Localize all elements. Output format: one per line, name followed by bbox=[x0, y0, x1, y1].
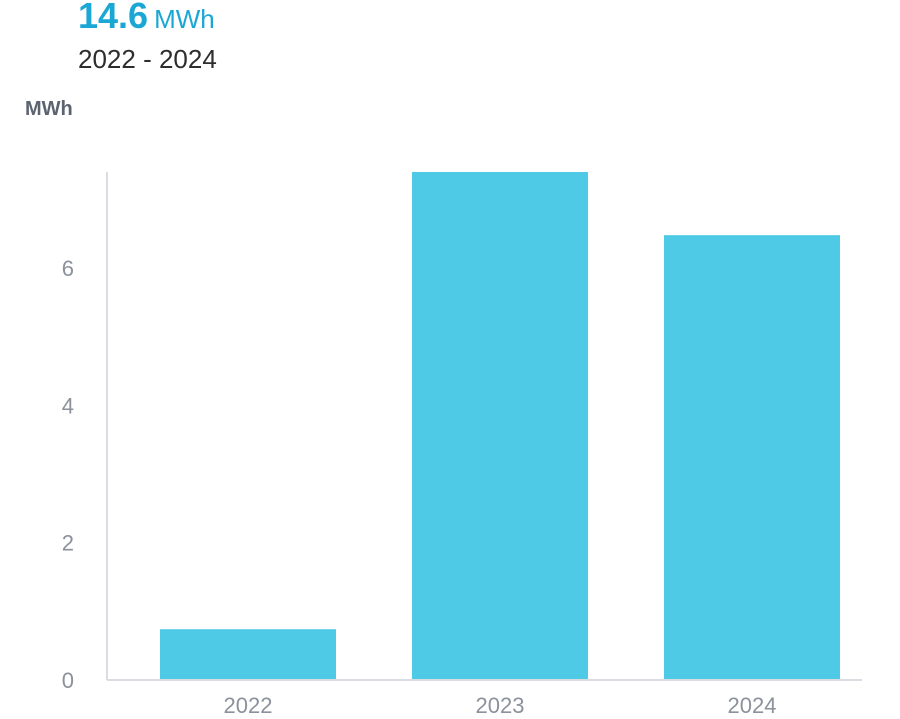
y-tick-label-2: 2 bbox=[62, 531, 74, 556]
y-tick-label-4: 4 bbox=[62, 393, 74, 418]
bar-2022 bbox=[160, 629, 336, 680]
x-tick-label-2024: 2024 bbox=[728, 693, 777, 718]
bar-2023 bbox=[412, 172, 588, 680]
period-range: 2022 - 2024 bbox=[78, 44, 217, 74]
bars-group bbox=[160, 172, 840, 681]
y-axis-unit-label: MWh bbox=[25, 98, 73, 120]
total-unit: MWh bbox=[154, 4, 215, 34]
bar-2024 bbox=[664, 235, 840, 681]
y-tick-label-6: 6 bbox=[62, 256, 74, 281]
x-tick-label-2023: 2023 bbox=[476, 693, 525, 718]
x-tick-label-2022: 2022 bbox=[224, 693, 273, 718]
summary: 14.6 MWh 2022 - 2024 bbox=[78, 0, 217, 72]
y-ticks-group: 0 2 4 6 bbox=[62, 256, 74, 693]
x-ticks-group: 2022 2023 2024 bbox=[224, 693, 777, 718]
total-value: 14.6 bbox=[78, 0, 149, 36]
y-tick-label-0: 0 bbox=[62, 668, 74, 693]
total-line: 14.6 MWh bbox=[78, 0, 217, 46]
